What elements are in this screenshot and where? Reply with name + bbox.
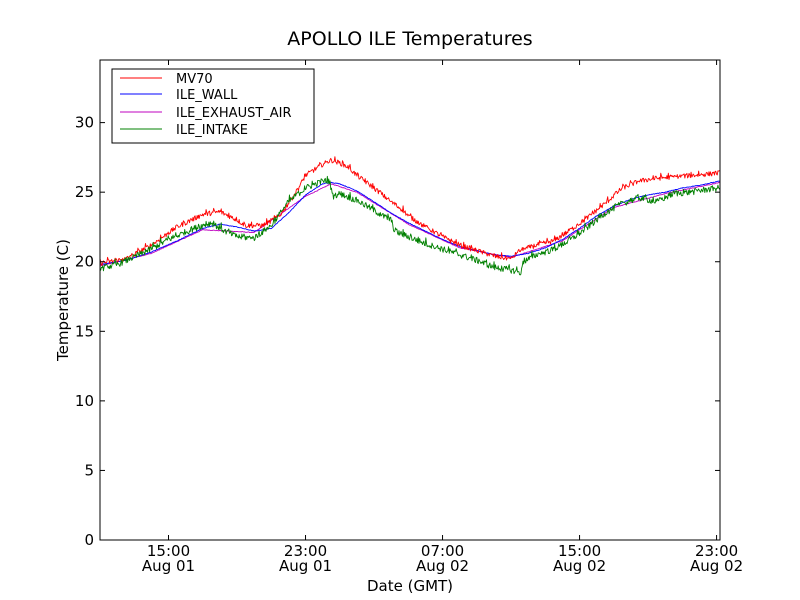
series-layer xyxy=(99,156,721,276)
x-tick-label-time: 23:00 xyxy=(695,542,738,560)
legend-label-ile-wall: ILE_WALL xyxy=(176,88,238,103)
y-tick-label: 20 xyxy=(75,253,94,271)
x-tick-label-date: Aug 01 xyxy=(142,557,195,575)
x-axis-label: Date (GMT) xyxy=(367,577,453,595)
x-tick-label-time: 07:00 xyxy=(421,542,464,560)
y-tick-label: 25 xyxy=(75,183,94,201)
x-tick-label-date: Aug 02 xyxy=(690,557,743,575)
y-axis-ticks: 0 5 10 15 20 25 30 xyxy=(75,114,720,549)
x-tick-label-date: Aug 02 xyxy=(416,557,469,575)
legend-label-ile-exhaust-air: ILE_EXHAUST_AIR xyxy=(176,106,292,121)
y-tick-label: 30 xyxy=(75,114,94,132)
series-line-mv70 xyxy=(99,156,721,266)
legend-label-mv70: MV70 xyxy=(176,72,213,87)
y-tick-label: 15 xyxy=(75,322,94,340)
x-tick-label-time: 23:00 xyxy=(284,542,327,560)
y-tick-label: 0 xyxy=(84,531,94,549)
y-tick-label: 5 xyxy=(84,461,94,479)
x-tick-label-date: Aug 02 xyxy=(553,557,606,575)
x-tick-label-time: 15:00 xyxy=(558,542,601,560)
x-tick-label-date: Aug 01 xyxy=(279,557,332,575)
chart-title: APOLLO ILE Temperatures xyxy=(287,28,532,50)
legend: MV70 ILE_WALL ILE_EXHAUST_AIR ILE_INTAKE xyxy=(111,68,315,144)
y-tick-label: 10 xyxy=(75,392,94,410)
y-axis-label: Temperature (C) xyxy=(54,239,72,362)
series-line-ile-intake xyxy=(99,175,721,276)
plot-frame xyxy=(99,59,721,541)
legend-label-ile-intake: ILE_INTAKE xyxy=(176,123,248,138)
legend-box xyxy=(111,68,315,144)
series-line-ile-exhaust-air xyxy=(99,181,721,267)
x-tick-label-time: 15:00 xyxy=(147,542,190,560)
